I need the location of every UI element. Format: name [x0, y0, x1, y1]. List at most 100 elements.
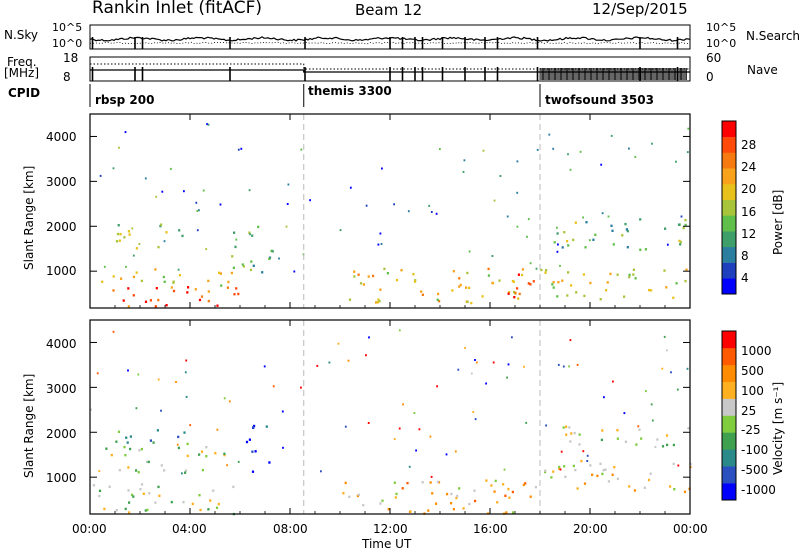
power-cell	[198, 298, 202, 302]
velocity-cell	[431, 492, 434, 495]
power-colorbar-segment	[722, 262, 736, 279]
power-cell	[466, 271, 469, 275]
velocity-cbar-tick: 1000	[741, 344, 772, 358]
velocity-cell	[177, 435, 180, 439]
velocity-cell	[217, 502, 220, 506]
power-cell	[466, 300, 469, 304]
power-cell	[118, 146, 120, 149]
power-cell	[207, 279, 210, 283]
power-cell	[207, 123, 210, 126]
velocity-cell	[638, 428, 641, 431]
velocity-cell	[387, 508, 390, 511]
velocity-cell	[580, 459, 583, 463]
power-cell	[516, 287, 519, 290]
power-cell	[516, 225, 519, 228]
velocity-cell	[454, 450, 457, 453]
velocity-cell	[127, 466, 130, 469]
velocity-cell	[578, 443, 581, 446]
power-cell	[514, 291, 517, 295]
power-cell	[507, 292, 510, 295]
velocity-cell	[492, 361, 495, 364]
power-cell	[103, 265, 106, 268]
power-cell	[248, 231, 251, 234]
velocity-cell	[570, 432, 573, 435]
power-cell	[414, 279, 417, 282]
velocity-cell	[455, 496, 458, 500]
velocity-cell	[562, 365, 565, 368]
power-cell	[165, 231, 168, 234]
power-cell	[219, 203, 222, 206]
power-cell	[556, 232, 559, 235]
power-cell	[545, 269, 548, 272]
power-cell	[594, 233, 597, 236]
power-cell	[157, 245, 160, 249]
power-cell	[207, 290, 210, 293]
power-cell	[383, 267, 386, 271]
velocity-cell	[281, 410, 284, 413]
velocity-cell	[474, 359, 476, 361]
velocity-cell	[147, 460, 150, 464]
velocity-cell	[613, 466, 616, 469]
velocity-ytick: 3000	[46, 382, 77, 396]
velocity-cell	[406, 481, 409, 485]
velocity-cell	[110, 453, 113, 457]
velocity-cell	[105, 447, 108, 450]
power-cell	[257, 225, 260, 229]
power-cell	[430, 211, 433, 213]
velocity-colorbar-segment	[722, 483, 736, 501]
power-cell	[348, 298, 352, 301]
power-cell	[235, 287, 238, 290]
velocity-cell	[186, 442, 189, 446]
power-cell	[458, 277, 461, 280]
power-cell	[532, 280, 535, 283]
velocity-cell	[395, 492, 398, 496]
velocity-cell	[328, 361, 331, 364]
velocity-cell	[228, 400, 231, 403]
power-cell	[557, 281, 560, 284]
power-cell	[625, 228, 628, 231]
velocity-cell	[160, 464, 163, 467]
power-cell	[611, 229, 614, 232]
power-cell	[517, 273, 520, 276]
velocity-cell	[342, 492, 345, 495]
power-cell	[99, 174, 102, 177]
velocity-cell	[112, 330, 115, 333]
date-label: 12/Sep/2015	[592, 0, 688, 18]
nave-tick-top: 60	[706, 51, 722, 65]
power-cell	[621, 234, 624, 237]
power-cell	[680, 215, 683, 218]
velocity-cell	[628, 485, 631, 488]
velocity-cell	[586, 454, 589, 457]
velocity-cell	[413, 412, 416, 414]
power-cell	[412, 273, 415, 276]
power-cell	[527, 218, 530, 221]
velocity-cell	[508, 496, 511, 499]
power-cell	[561, 279, 564, 282]
xtick: 04:00	[172, 522, 207, 536]
velocity-cell	[127, 369, 129, 372]
power-cell	[458, 285, 461, 288]
power-cell	[112, 167, 115, 170]
velocity-cell	[512, 511, 515, 514]
velocity-cell	[647, 478, 651, 482]
velocity-cell	[452, 508, 455, 511]
velocity-cell	[415, 449, 417, 452]
power-cell	[499, 175, 502, 177]
velocity-cell	[300, 386, 302, 389]
velocity-colorbar-segment	[722, 331, 736, 349]
power-cell	[567, 271, 570, 274]
velocity-cell	[191, 502, 194, 506]
power-cell	[556, 250, 559, 253]
power-cell	[112, 289, 115, 292]
freq-tick-top: 18	[63, 51, 79, 65]
velocity-cell	[248, 438, 251, 441]
power-cell	[529, 283, 532, 286]
power-cell	[234, 245, 237, 249]
velocity-cell	[670, 371, 672, 374]
power-cell	[233, 231, 236, 234]
power-cell	[393, 203, 395, 206]
power-cell	[226, 286, 229, 289]
power-cell	[553, 241, 556, 244]
power-cell	[196, 229, 199, 232]
power-cell	[675, 160, 677, 163]
